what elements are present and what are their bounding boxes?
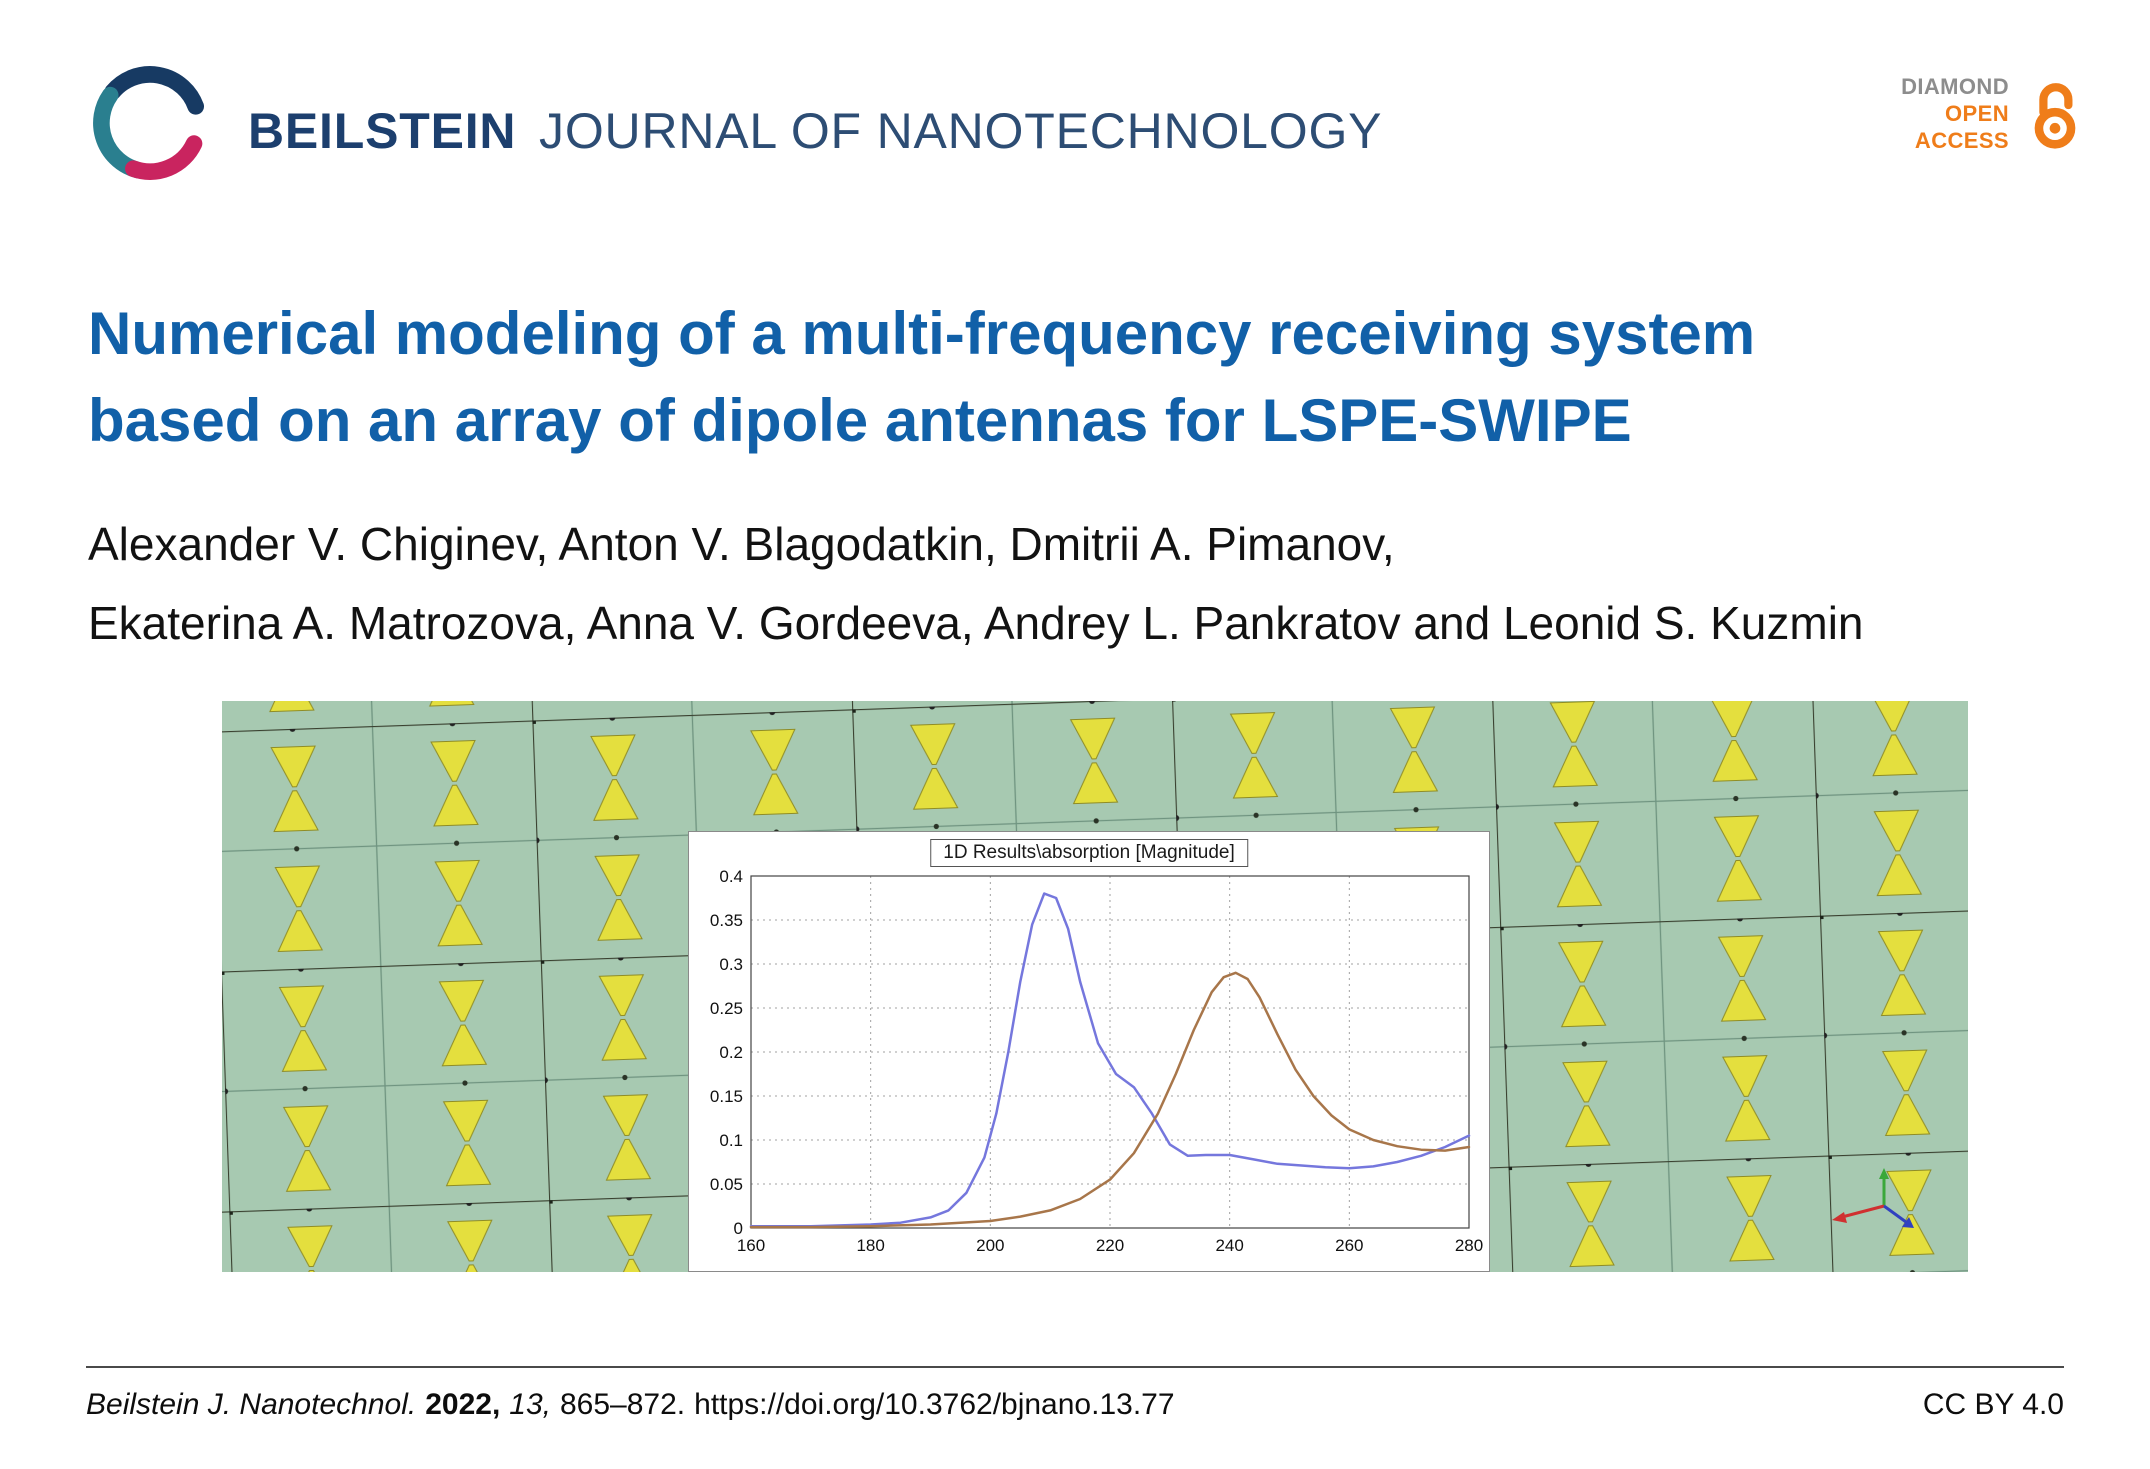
svg-text:180: 180 (856, 1236, 884, 1255)
svg-text:160: 160 (737, 1236, 765, 1255)
journal-name-bold: BEILSTEIN (248, 103, 517, 159)
author-list: Alexander V. Chiginev, Anton V. Blagodat… (88, 505, 1864, 663)
graphical-abstract: 1D Results\absorption [Magnitude] 160 180… (222, 701, 1968, 1272)
article-title-line2: based on an array of dipole antennas for… (88, 387, 1632, 454)
beilstein-logo (93, 66, 205, 180)
open-access-badge: DIAMOND OPEN ACCESS (1901, 74, 2088, 154)
svg-text:0.2: 0.2 (719, 1043, 743, 1062)
article-title: Numerical modeling of a multi-frequency … (88, 290, 2088, 464)
chart-title: 1D Results\absorption [Magnitude] (930, 839, 1248, 867)
citation: Beilstein J. Nanotechnol. 2022, 13, 865–872… (86, 1388, 1175, 1422)
svg-text:0.3: 0.3 (719, 955, 743, 974)
svg-text:260: 260 (1335, 1236, 1363, 1255)
article-title-line1: Numerical modeling of a multi-frequency … (88, 300, 1756, 367)
svg-text:0.4: 0.4 (719, 867, 743, 886)
license-label: CC BY 4.0 (1922, 1388, 2064, 1421)
open-access-lock-icon (2034, 83, 2076, 149)
svg-text:0.05: 0.05 (710, 1175, 743, 1194)
citation-volume: 13, (509, 1388, 551, 1421)
svg-text:280: 280 (1455, 1236, 1483, 1255)
svg-text:0: 0 (734, 1219, 743, 1238)
coordinate-axes-icon (1832, 1168, 1914, 1228)
svg-text:0.15: 0.15 (710, 1087, 743, 1106)
authors-line2: Ekaterina A. Matrozova, Anna V. Gordeeva… (88, 597, 1864, 650)
diamond-label: DIAMOND (1901, 74, 2009, 99)
svg-text:220: 220 (1096, 1236, 1124, 1255)
citation-year: 2022, (425, 1388, 501, 1421)
open-access-labels: DIAMOND OPEN ACCESS (1901, 74, 2009, 154)
svg-text:0.25: 0.25 (710, 999, 743, 1018)
svg-text:0.1: 0.1 (719, 1131, 743, 1150)
footer-rule (86, 1366, 2064, 1368)
journal-name-rest: JOURNAL OF NANOTECHNOLOGY (539, 103, 1383, 159)
open-label: OPEN (1945, 100, 2009, 126)
citation-doi: https://doi.org/10.3762/bjnano.13.77 (694, 1388, 1175, 1421)
journal-name: BEILSTEIN JOURNAL OF NANOTECHNOLOGY (248, 102, 1382, 160)
citation-pages: 865–872. (560, 1388, 686, 1421)
svg-text:240: 240 (1215, 1236, 1243, 1255)
citation-journal: Beilstein J. Nanotechnol. (86, 1388, 417, 1421)
authors-line1: Alexander V. Chiginev, Anton V. Blagodat… (88, 518, 1395, 570)
absorption-chart: 1D Results\absorption [Magnitude] 160 180… (688, 831, 1490, 1272)
absorption-plot: 160 180 200 220 240 260 280 0 0.05 0.1 0.15 0.2 0.25… (710, 867, 1483, 1255)
access-label: ACCESS (1914, 127, 2009, 153)
svg-text:0.35: 0.35 (710, 911, 743, 930)
svg-text:200: 200 (976, 1236, 1004, 1255)
